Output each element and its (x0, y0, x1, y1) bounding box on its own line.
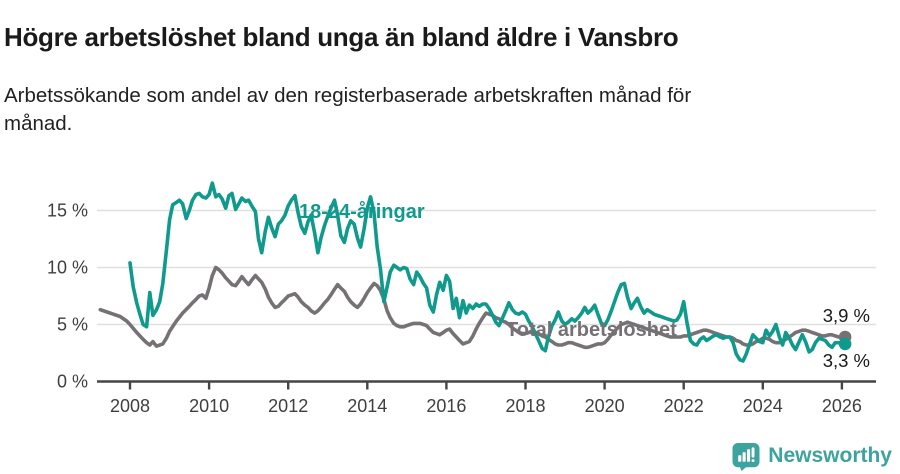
y-axis-tick-label: 0 % (57, 372, 88, 392)
series-label-total: Total arbetslöshet (506, 319, 677, 341)
series-label-youth: 18-24-åringar (299, 201, 425, 223)
x-axis-tick-label: 2022 (664, 396, 704, 416)
series-end-dot-youth (838, 337, 852, 351)
x-axis-tick-label: 2016 (426, 396, 466, 416)
newsworthy-bubble-chart-icon (732, 443, 760, 471)
x-axis-tick-label: 2012 (268, 396, 308, 416)
page-title: Högre arbetslöshet bland unga än bland ä… (4, 22, 679, 53)
y-axis-tick-label: 5 % (57, 315, 88, 335)
newsworthy-logo-text: Newsworthy (768, 444, 892, 467)
chart-subtitle: Arbetssökande som andel av den registerb… (4, 82, 864, 139)
subtitle-line-1: Arbetssökande som andel av den registerb… (4, 83, 692, 107)
x-axis-tick-label: 2020 (585, 396, 625, 416)
end-value-label-total: 3,9 % (822, 305, 870, 326)
y-axis-tick-label: 15 % (47, 201, 88, 221)
series-line-youth (128, 181, 847, 363)
newsworthy-logo-link[interactable]: Newsworthy (731, 441, 892, 471)
y-axis-tick-label: 10 % (47, 258, 88, 278)
x-axis-tick-label: 2010 (189, 396, 229, 416)
x-axis-tick-label: 2018 (505, 396, 545, 416)
subtitle-line-2: månad. (4, 112, 73, 135)
x-axis-tick-label: 2026 (822, 396, 862, 416)
x-axis-tick-label: 2024 (743, 396, 783, 416)
x-axis-tick-label: 2014 (347, 396, 387, 416)
end-value-label-youth: 3,3 % (822, 350, 870, 371)
x-axis-tick-label: 2008 (110, 396, 150, 416)
